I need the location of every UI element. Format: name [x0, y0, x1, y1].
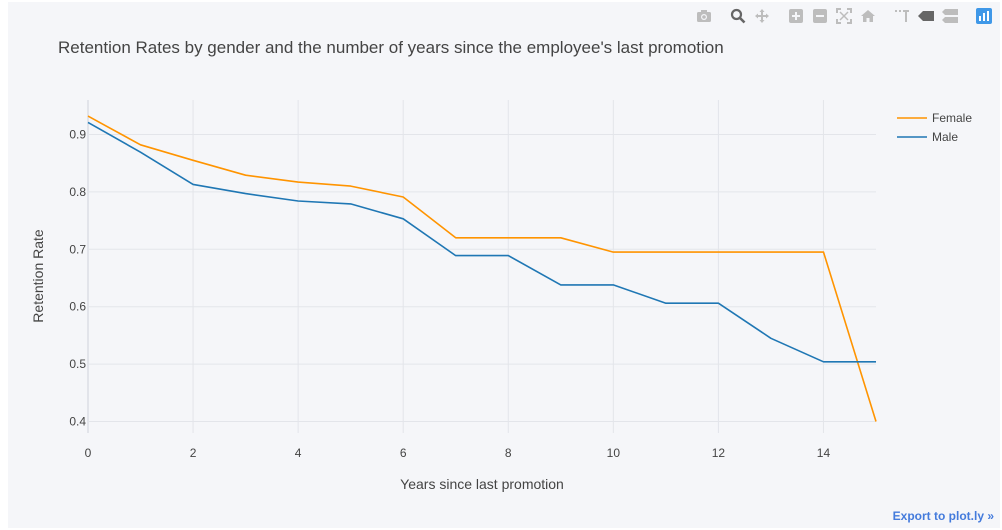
data-point-male[interactable] [240, 188, 252, 200]
x-tick-label: 14 [817, 446, 831, 460]
data-point-male[interactable] [187, 178, 199, 190]
y-axis-title: Retention Rate [30, 229, 46, 323]
x-tick-label: 12 [712, 446, 726, 460]
zoom-out-icon[interactable] [810, 6, 830, 26]
data-point-male[interactable] [450, 250, 462, 262]
data-point-male[interactable] [292, 195, 304, 207]
data-point-male[interactable] [660, 297, 672, 309]
data-point-female[interactable] [450, 232, 462, 244]
data-point-female[interactable] [607, 246, 619, 258]
data-point-female[interactable] [502, 232, 514, 244]
x-axis-title: Years since last promotion [400, 476, 564, 492]
data-point-male[interactable] [870, 356, 882, 368]
hover-closest-icon[interactable] [916, 6, 936, 26]
y-tick-label: 0.4 [69, 415, 86, 429]
legend-item-male[interactable]: Male [897, 130, 958, 144]
line-chart: Retention Rates by gender and the number… [30, 38, 972, 492]
reset-axes-icon[interactable] [858, 6, 878, 26]
data-point-male[interactable] [607, 279, 619, 291]
x-tick-label: 0 [85, 446, 92, 460]
data-point-female[interactable] [187, 154, 199, 166]
series-line-female[interactable] [87, 115, 877, 422]
legend-label: Male [932, 130, 958, 144]
camera-icon[interactable] [694, 6, 714, 26]
data-point-female[interactable] [712, 246, 724, 258]
plotly-logo-icon[interactable] [974, 6, 994, 26]
hover-compare-icon[interactable] [940, 6, 960, 26]
spike-lines-icon[interactable] [892, 6, 912, 26]
data-point-female[interactable] [240, 169, 252, 181]
x-tick-label: 10 [607, 446, 621, 460]
series-line-male[interactable] [87, 121, 876, 363]
pan-icon[interactable] [752, 6, 772, 26]
data-point-female[interactable] [292, 176, 304, 188]
x-tick-label: 2 [190, 446, 197, 460]
y-tick-label: 0.9 [69, 127, 86, 141]
data-point-male[interactable] [555, 279, 567, 291]
data-point-male[interactable] [135, 146, 147, 158]
data-point-male[interactable] [817, 356, 829, 368]
data-point-male[interactable] [502, 250, 514, 262]
data-point-male[interactable] [712, 297, 724, 309]
autoscale-icon[interactable] [834, 6, 854, 26]
chart-title: Retention Rates by gender and the number… [58, 38, 724, 57]
zoom-in-icon[interactable] [786, 6, 806, 26]
data-point-female[interactable] [765, 246, 777, 258]
series-layer [87, 115, 882, 428]
data-point-male[interactable] [345, 198, 357, 210]
legend[interactable]: Female Male [897, 111, 972, 144]
grid-lines [87, 100, 876, 433]
data-point-female[interactable] [397, 191, 409, 203]
y-tick-label: 0.8 [69, 185, 86, 199]
y-tick-label: 0.7 [69, 242, 86, 256]
tick-labels: 0 2 4 6 8 10 12 14 0.4 0.5 0.6 0.7 0.8 0.9 [69, 127, 830, 460]
legend-item-female[interactable]: Female [897, 111, 972, 125]
data-point-female[interactable] [660, 246, 672, 258]
x-tick-label: 6 [400, 446, 407, 460]
chart-container: Retention Rates by gender and the number… [8, 2, 1000, 528]
data-point-female[interactable] [555, 232, 567, 244]
data-point-female[interactable] [870, 416, 882, 428]
y-tick-label: 0.5 [69, 357, 86, 371]
x-tick-label: 4 [295, 446, 302, 460]
legend-label: Female [932, 111, 972, 125]
y-tick-label: 0.6 [69, 300, 86, 314]
data-point-female[interactable] [345, 180, 357, 192]
data-point-female[interactable] [817, 246, 829, 258]
export-to-plotly-link[interactable]: Export to plot.ly » [892, 509, 994, 523]
zoom-icon[interactable] [728, 6, 748, 26]
data-point-male[interactable] [765, 332, 777, 344]
x-tick-label: 8 [505, 446, 512, 460]
modebar [690, 6, 994, 26]
data-point-male[interactable] [397, 213, 409, 225]
